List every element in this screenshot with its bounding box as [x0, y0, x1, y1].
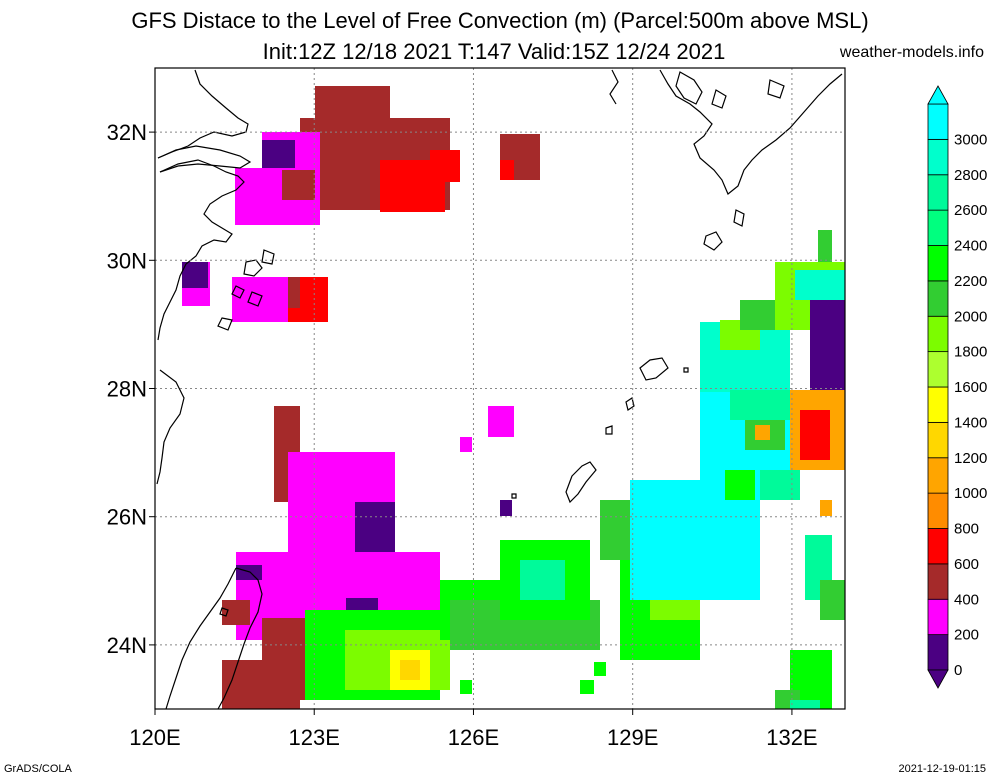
zhoushan-islands	[217, 249, 275, 331]
field-cell	[594, 662, 606, 676]
field-cell	[820, 580, 845, 620]
lat-tick-label: 28N	[107, 377, 147, 402]
legend-swatch	[927, 386, 949, 423]
kyushu-coast	[659, 69, 843, 195]
axis-layer: 120E 123E 126E 129E 132E 24N 26N 28N 30N 32N	[107, 120, 818, 750]
yangtze-estuary	[157, 145, 252, 173]
field-cell	[182, 262, 208, 288]
field-cell	[236, 565, 262, 580]
field-cell	[488, 406, 514, 437]
chart-subtitle: Init:12Z 12/18 2021 T:147 Valid:15Z 12/2…	[262, 39, 726, 64]
color-legend: 0 200 400 600 800 1000 1200 1400 1600 1800 2000 220…	[927, 85, 987, 689]
taiwan-coast	[165, 567, 263, 709]
legend-label: 0	[954, 662, 962, 679]
legend-swatch	[927, 598, 949, 636]
field-cell	[810, 300, 845, 400]
legend-swatch	[927, 634, 949, 671]
legend-label: 1800	[954, 344, 987, 361]
legend-swatch	[927, 315, 949, 353]
site-credit: weather-models.info	[839, 44, 984, 61]
footer-credit: GrADS/COLA	[4, 763, 72, 775]
field-cell	[800, 410, 830, 460]
legend-label: 2800	[954, 167, 987, 184]
legend-swatch	[927, 421, 949, 459]
legend-swatch	[927, 138, 949, 176]
legend-label: 1600	[954, 379, 987, 396]
legend-label: 200	[954, 627, 979, 644]
chart-title: GFS Distace to the Level of Free Convect…	[131, 8, 869, 33]
field-cell	[460, 680, 472, 694]
field-cell	[500, 500, 512, 516]
tanegashima	[703, 209, 745, 251]
legend-swatch	[927, 280, 949, 317]
field-cell	[755, 425, 770, 440]
penghu-islands	[219, 607, 229, 617]
field-cell	[725, 470, 755, 500]
field-cell	[282, 170, 315, 200]
legend-high-arrow	[927, 85, 949, 105]
legend-label: 1400	[954, 414, 987, 431]
field-cell	[222, 660, 300, 709]
field-cell	[790, 700, 820, 709]
legend-label: 1000	[954, 485, 987, 502]
legend-label: 2200	[954, 273, 987, 290]
lon-tick-label: 126E	[448, 725, 499, 750]
lat-tick-label: 24N	[107, 633, 147, 658]
legend-swatch	[927, 209, 949, 246]
field-cell	[288, 277, 300, 308]
legend-swatch	[927, 351, 949, 388]
legend-label: 2600	[954, 202, 987, 219]
legend-swatch	[927, 528, 949, 565]
lat-tick-label: 30N	[107, 248, 147, 273]
field-cell	[580, 680, 594, 694]
legend-label: 1200	[954, 450, 987, 467]
legend-swatch	[927, 103, 949, 140]
okinawa-island	[565, 461, 597, 504]
field-cell	[500, 160, 514, 180]
field-cell	[400, 660, 420, 680]
legend-label: 800	[954, 521, 979, 538]
amami-island	[639, 357, 669, 381]
field-cell	[795, 270, 845, 300]
field-cell	[760, 470, 800, 500]
legend-swatch	[927, 457, 949, 494]
korea-jeju-coast	[609, 69, 619, 105]
field-cell	[818, 230, 832, 262]
kyushu-islands	[675, 71, 785, 109]
field-cell	[520, 560, 565, 600]
legend-label: 3000	[954, 131, 987, 148]
legend-label: 400	[954, 591, 979, 608]
legend-swatch	[927, 245, 949, 282]
field-cell	[460, 437, 472, 452]
field-layer	[182, 86, 845, 709]
lon-tick-label: 123E	[289, 725, 340, 750]
legend-label: 600	[954, 556, 979, 573]
footer-timestamp: 2021-12-19-01:15	[898, 763, 986, 775]
field-cell	[820, 500, 832, 516]
field-cell	[222, 600, 250, 625]
legend-swatch	[927, 492, 949, 529]
legend-low-arrow	[927, 669, 949, 689]
legend-label: 2000	[954, 308, 987, 325]
lat-tick-label: 26N	[107, 505, 147, 530]
lon-tick-label: 132E	[766, 725, 817, 750]
legend-swatch	[927, 563, 949, 600]
field-cell	[430, 150, 460, 182]
ryukyu-small	[511, 367, 689, 499]
lat-tick-label: 32N	[107, 120, 147, 145]
legend-swatch	[927, 174, 949, 211]
lon-tick-label: 120E	[129, 725, 180, 750]
lon-tick-label: 129E	[607, 725, 658, 750]
coastline-layer	[156, 69, 843, 709]
legend-label: 2400	[954, 238, 987, 255]
field-cell	[355, 502, 395, 552]
field-cell	[730, 390, 790, 420]
